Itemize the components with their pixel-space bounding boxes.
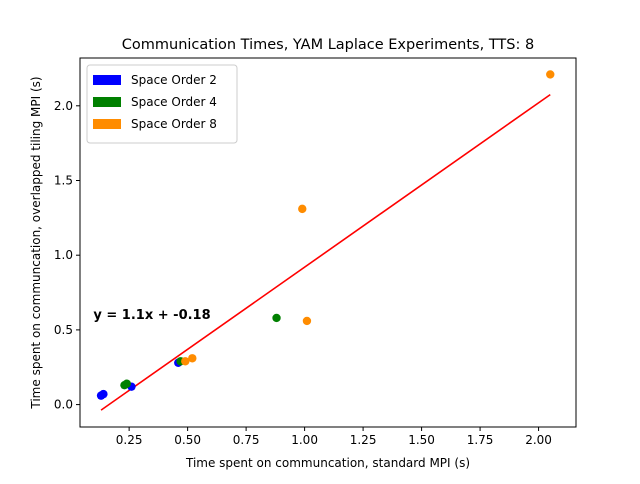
data-point-s1-3 bbox=[272, 313, 281, 323]
data-point-s2-3 bbox=[302, 316, 312, 326]
y-tick-label: 1.5 bbox=[54, 174, 73, 188]
legend-swatch bbox=[93, 75, 121, 85]
x-tick-label: 1.50 bbox=[408, 433, 435, 447]
axes-frame bbox=[79, 57, 577, 428]
data-point-s1-1 bbox=[122, 379, 131, 388]
plot-area bbox=[96, 70, 555, 411]
legend: Space Order 2 Space Order 4 Space Order 8 bbox=[86, 64, 238, 144]
x-tick-label: 2.00 bbox=[525, 433, 552, 447]
legend-swatch bbox=[93, 97, 121, 107]
x-tick-label: 1.00 bbox=[291, 433, 318, 447]
y-axis: 0.0 0.5 1.0 1.5 2.0 bbox=[54, 99, 80, 412]
x-axis-label: Time spent on communcation, standard MPI… bbox=[185, 456, 470, 470]
y-tick-label: 2.0 bbox=[54, 99, 73, 113]
legend-label: Space Order 4 bbox=[131, 95, 217, 109]
legend-swatch bbox=[93, 119, 121, 129]
data-point-s2-1 bbox=[188, 354, 197, 363]
x-tick-label: 0.75 bbox=[233, 433, 260, 447]
y-axis-label: Time spent on communcation, overlapped t… bbox=[29, 76, 43, 409]
data-point-s2-0 bbox=[181, 357, 190, 366]
legend-box bbox=[86, 64, 238, 144]
data-point-s2-4 bbox=[546, 70, 555, 79]
x-axis: 0.25 0.50 0.75 1.00 1.25 1.50 1.75 2.00 bbox=[116, 427, 552, 447]
x-tick-label: 0.50 bbox=[174, 433, 201, 447]
y-tick-label: 0.0 bbox=[54, 398, 73, 412]
legend-label: Space Order 2 bbox=[131, 73, 217, 87]
x-tick-label: 0.25 bbox=[116, 433, 143, 447]
legend-label: Space Order 8 bbox=[131, 117, 217, 131]
y-tick-label: 0.5 bbox=[54, 323, 73, 337]
chart-title: Communication Times, YAM Laplace Experim… bbox=[122, 37, 534, 53]
y-tick-label: 1.0 bbox=[54, 248, 73, 262]
x-tick-label: 1.75 bbox=[467, 433, 494, 447]
data-point-s2-2 bbox=[298, 204, 307, 214]
x-tick-label: 1.25 bbox=[350, 433, 377, 447]
fit-equation-annotation: y = 1.1x + -0.18 bbox=[93, 308, 210, 323]
data-point-s0-1 bbox=[99, 389, 108, 399]
fit-line bbox=[100, 93, 551, 411]
